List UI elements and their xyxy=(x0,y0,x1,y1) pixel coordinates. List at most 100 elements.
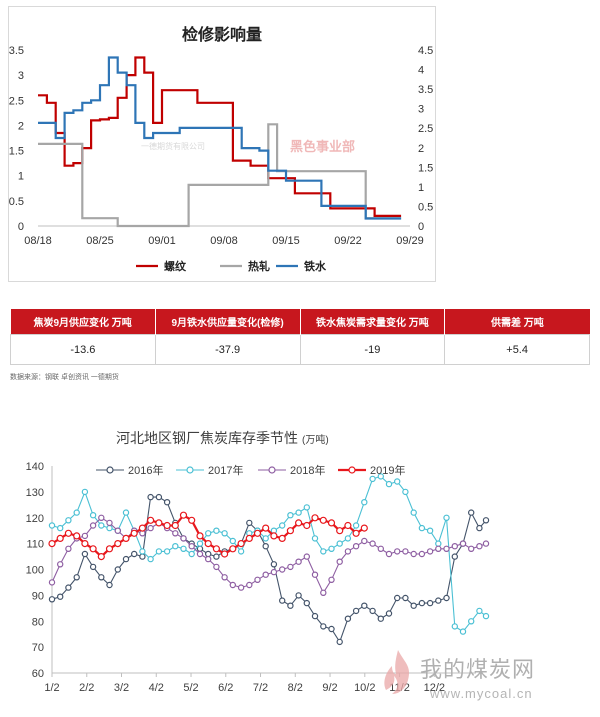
chart2-data-point xyxy=(172,530,179,537)
chart2-data-point xyxy=(122,555,130,563)
chart2-data-point xyxy=(73,574,80,581)
chart2-data-point xyxy=(204,530,212,537)
table-header-cell: 供需差 万吨 xyxy=(444,309,590,335)
chart2-data-point xyxy=(147,493,154,501)
chart2-data-point xyxy=(426,548,434,555)
chart2-data-point xyxy=(418,524,426,532)
chart2-data-point xyxy=(106,524,113,532)
chart2-x-tick-label: 3/2 xyxy=(114,682,129,694)
chart2-data-point xyxy=(336,527,344,535)
chart2-data-point xyxy=(57,593,64,600)
chart2-data-point xyxy=(279,566,286,573)
chart1-right-tick-label: 3 xyxy=(418,104,424,116)
chart2-data-point xyxy=(114,539,122,548)
chart2-data-point xyxy=(89,545,97,553)
chart2-data-point xyxy=(336,540,343,547)
chart2-data-point xyxy=(48,539,56,548)
chart2-y-tick-label: 120 xyxy=(26,513,44,525)
chart2-data-point xyxy=(320,589,327,596)
chart2-data-point xyxy=(139,548,146,555)
hebei-coke-inventory-chart: 河北地区钢厂焦炭库存季节性 (万吨) 60 70 80 90 100 110 120 130 1… xyxy=(26,430,490,694)
chart2-data-point xyxy=(451,623,458,630)
chart2-x-tick-label: 2/2 xyxy=(79,682,94,694)
chart2-data-point xyxy=(262,524,270,532)
chart2-data-point xyxy=(81,550,89,558)
chart2-data-point xyxy=(385,480,393,488)
chart2-title: 河北地区钢厂焦炭库存季节性 xyxy=(116,430,298,446)
chart2-y-tick-label: 90 xyxy=(32,590,44,602)
chart2-x-tick-label: 10/2 xyxy=(354,682,375,694)
chart2-data-point xyxy=(319,516,327,524)
chart2-data-point xyxy=(402,548,409,555)
chart2-data-point xyxy=(237,584,245,591)
chart2-data-point xyxy=(155,493,163,501)
chart2-data-point xyxy=(352,607,360,615)
chart2-data-point xyxy=(155,519,163,527)
chart2-data-point xyxy=(204,550,212,558)
chart2-data-point xyxy=(196,540,204,547)
chart2-data-point xyxy=(361,537,368,545)
chart1-right-tick-label: 0 xyxy=(418,221,424,233)
chart2-data-point xyxy=(229,537,236,545)
table-cell: +5.4 xyxy=(444,334,590,365)
chart2-data-point xyxy=(369,475,376,483)
chart2-legend-marker xyxy=(348,466,356,474)
chart2-data-point xyxy=(482,612,490,620)
chart2-data-point xyxy=(344,521,352,530)
chart2-data-point xyxy=(138,524,146,532)
chart2-data-point xyxy=(97,553,105,561)
chart2-data-point xyxy=(65,584,72,591)
chart2-data-point xyxy=(147,524,154,532)
chart2-data-point xyxy=(65,545,72,553)
table-cell: -19 xyxy=(299,334,446,365)
chart2-data-point xyxy=(213,563,220,571)
chart2-data-point xyxy=(196,545,204,553)
chart2-data-point xyxy=(114,566,122,573)
chart2-data-point xyxy=(89,511,97,519)
chart1-series xyxy=(38,56,402,228)
chart2-data-point xyxy=(303,599,310,607)
table-header-cell: 9月铁水供应量变化(检修) xyxy=(155,309,301,335)
chart1-series-line xyxy=(38,56,402,217)
chart1-left-tick-label: 0.5 xyxy=(9,196,24,208)
chart2-data-point xyxy=(270,532,278,540)
table-cell: -37.9 xyxy=(154,334,301,365)
chart2-data-point xyxy=(270,568,278,576)
chart2-x-tick-label: 7/2 xyxy=(253,682,268,694)
chart2-data-point xyxy=(435,545,442,553)
chart2-legend-marker xyxy=(268,466,276,474)
chart2-data-point xyxy=(262,542,269,550)
chart2-series xyxy=(48,473,490,646)
chart2-data-point xyxy=(65,517,72,524)
chart2-x-tick-label: 12/2 xyxy=(424,682,445,694)
chart2-data-point xyxy=(221,530,228,537)
chart2-data-point xyxy=(468,618,475,625)
chart2-data-point xyxy=(410,509,417,516)
table-header-cell: 焦炭9月供应变化 万吨 xyxy=(10,309,156,335)
chart2-data-point xyxy=(435,597,442,604)
chart2-unit: (万吨) xyxy=(302,433,329,446)
chart2-data-point xyxy=(245,534,253,543)
chart2-data-point xyxy=(311,612,319,620)
chart1-right-tick-label: 0.5 xyxy=(418,201,433,213)
table-row: -13.6 -37.9 -19 +5.4 xyxy=(10,334,590,365)
chart2-data-point xyxy=(451,553,458,560)
chart2-data-point xyxy=(303,504,310,511)
chart2-data-point xyxy=(81,539,89,548)
chart2-legend-marker xyxy=(106,466,114,474)
chart2-data-point xyxy=(48,522,56,529)
chart2-x-tick-label: 1/2 xyxy=(44,682,59,694)
chart1-x-tick-label: 09/22 xyxy=(334,235,362,247)
chart2-data-point xyxy=(57,561,64,568)
chart2-y-tick-label: 110 xyxy=(26,539,44,551)
chart1-left-tick-label: 2 xyxy=(18,120,24,132)
chart1-x-tick-label: 09/08 xyxy=(210,235,238,247)
chart2-data-point xyxy=(163,548,171,555)
chart2-data-point xyxy=(155,548,163,555)
chart1-legend: 螺纹 热轧 铁水 xyxy=(136,259,327,273)
chart2-data-point xyxy=(262,571,269,578)
chart2-data-point xyxy=(426,527,434,534)
maintenance-impact-chart: 检修影响量 一德期货有限公司 黑色事业部 0 0.5 1 1.5 2 2.5 3 3.5 0 0.… xyxy=(8,6,436,282)
chart2-data-point xyxy=(163,498,171,506)
chart2-data-point xyxy=(81,488,89,496)
